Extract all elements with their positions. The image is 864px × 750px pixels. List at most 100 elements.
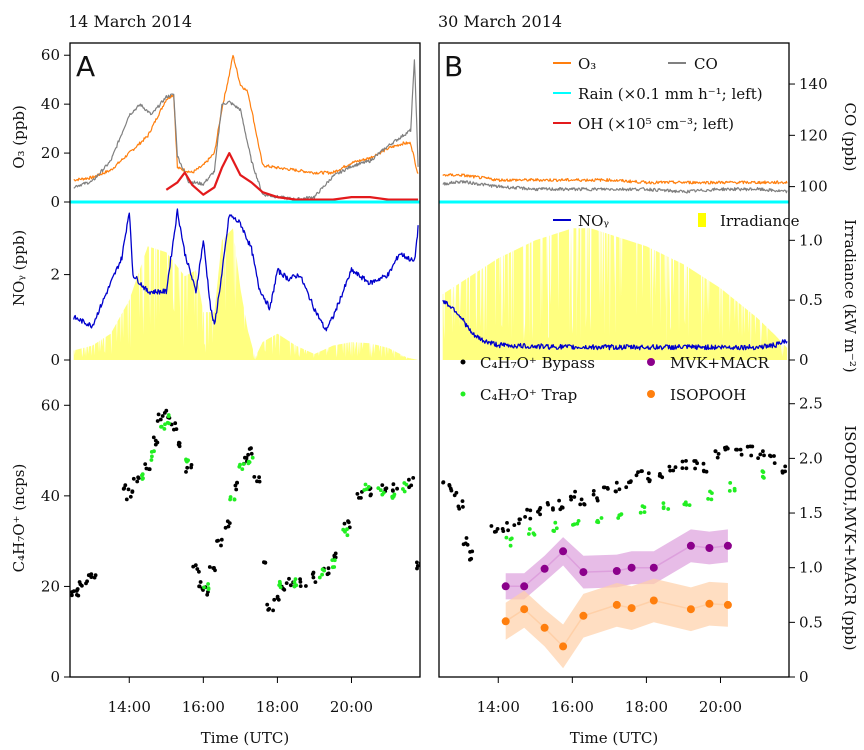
bypass-point <box>595 496 599 501</box>
bypass-point <box>528 516 533 521</box>
trap-point <box>376 486 381 490</box>
trap-point <box>330 558 335 562</box>
y-label-noy: NOᵧ (ppb) <box>10 230 28 306</box>
bypass-point <box>249 446 253 451</box>
bypass-point <box>557 498 561 503</box>
bypass-point <box>131 476 136 481</box>
bypass-point <box>177 440 181 445</box>
trap-point <box>527 532 531 536</box>
bypass-point <box>288 583 293 588</box>
bypass-point <box>568 494 573 499</box>
bypass-point <box>92 575 97 580</box>
panel-b-data <box>439 173 789 669</box>
bypass-point <box>671 468 676 473</box>
bypass-point <box>735 447 739 452</box>
bypass-point <box>713 449 718 453</box>
x-tick-label: 14:00 <box>477 698 520 716</box>
bypass-point <box>326 566 331 571</box>
legend-label-noy: NOᵧ <box>578 212 609 230</box>
bypass-point <box>461 505 465 509</box>
bypass-point <box>70 593 74 598</box>
bypass-point <box>287 576 291 581</box>
noy-line-b <box>442 299 788 351</box>
bypass-point <box>647 478 652 482</box>
bypass-point <box>155 440 160 445</box>
mvk-point <box>612 567 621 575</box>
y-tick-label-c4h7o: 40 <box>41 487 60 505</box>
trap-point <box>661 501 666 505</box>
bypass-point <box>391 482 396 487</box>
bypass-point <box>271 608 275 613</box>
bypass-point <box>368 493 373 498</box>
irradiance-area-a <box>73 228 419 360</box>
isopooh-point <box>723 600 732 609</box>
bypass-point <box>684 459 688 463</box>
y-tick-label-o3: 40 <box>41 95 60 113</box>
bypass-point <box>684 466 689 471</box>
bypass-point <box>701 461 706 466</box>
bypass-point <box>276 597 281 602</box>
bypass-point <box>89 575 94 579</box>
y-tick-label-co: 140 <box>799 75 828 93</box>
y-tick-label-noy: 0 <box>50 351 60 369</box>
bypass-point <box>464 536 469 540</box>
bypass-point <box>758 452 763 457</box>
y-label-c4h7o: C₄H₇O⁺ (ncps) <box>10 464 28 573</box>
bypass-point <box>465 542 470 547</box>
bypass-point <box>77 580 82 584</box>
date-right: 30 March 2014 <box>438 12 562 31</box>
bypass-point <box>263 560 268 565</box>
legend-label-mvk: MVK+MACR <box>670 354 770 372</box>
bypass-point <box>702 469 706 474</box>
bypass-point <box>193 563 198 568</box>
bypass-point <box>591 489 596 493</box>
trap-point <box>250 455 255 460</box>
trap-point <box>332 565 337 569</box>
y-tick-label-o3: 0 <box>50 193 60 211</box>
y-tick-label-isopooh: 0.5 <box>799 613 823 631</box>
bypass-point <box>249 451 254 456</box>
bypass-point <box>197 569 201 574</box>
trap-point <box>149 458 154 462</box>
trap-point <box>599 516 604 520</box>
mvk-point <box>559 547 568 556</box>
legend-swatch-irradiance <box>698 213 706 227</box>
bypass-point <box>162 411 167 415</box>
bypass-point <box>456 504 461 509</box>
bypass-point <box>523 515 527 519</box>
bypass-point <box>613 489 618 494</box>
trap-point <box>553 520 558 525</box>
x-tick-label: 16:00 <box>182 698 225 716</box>
bypass-point <box>558 507 563 512</box>
bypass-point <box>298 577 302 581</box>
x-tick-label: 18:00 <box>256 698 299 716</box>
bypass-point <box>177 444 182 449</box>
co-line-b <box>442 180 788 194</box>
bypass-point <box>304 584 308 588</box>
bypass-point <box>639 469 644 474</box>
isopooh-point <box>501 617 510 626</box>
trap-point <box>345 533 350 538</box>
bypass-point <box>518 517 522 522</box>
mvk-point <box>501 582 510 591</box>
bypass-point <box>489 524 494 528</box>
y-tick-label-co: 120 <box>799 126 828 144</box>
bypass-point <box>346 519 350 524</box>
trap-point <box>638 510 643 515</box>
bypass-point <box>265 602 270 607</box>
legend-middle: NOᵧ Irradiance <box>553 212 800 230</box>
panel-letter-a: A <box>76 50 95 83</box>
y-tick-label-irradiance: 0 <box>799 351 809 369</box>
bypass-point <box>783 464 788 469</box>
x-tick-label: 14:00 <box>108 698 151 716</box>
mvk-point <box>686 541 695 550</box>
bypass-point <box>629 479 633 483</box>
trap-point <box>378 488 383 493</box>
bypass-point <box>126 487 131 492</box>
bypass-point <box>716 452 721 456</box>
bypass-point <box>311 570 316 575</box>
legend-swatch-bypass <box>460 359 466 365</box>
trap-point <box>202 585 206 590</box>
bypass-point <box>772 454 776 458</box>
